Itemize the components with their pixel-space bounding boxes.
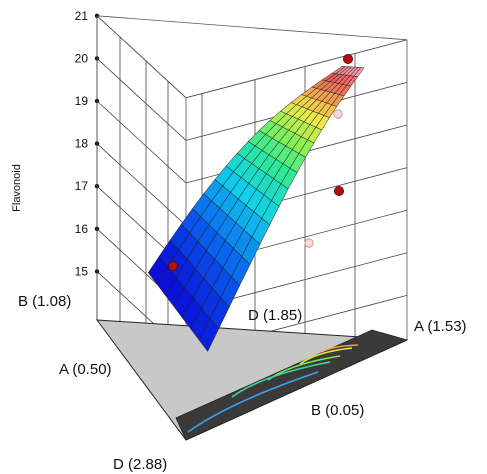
vertex-label-d-center: D (1.85) (248, 307, 302, 324)
z-tick-label: 21 (75, 9, 89, 23)
z-tick-label: 18 (75, 137, 89, 151)
feasible-region (175, 329, 409, 441)
vertex-label-a-left: A (0.50) (59, 361, 112, 378)
z-tick-label: 19 (75, 94, 89, 108)
response-surface (147, 66, 365, 352)
design-point-above (167, 260, 178, 271)
design-point-above (333, 185, 344, 196)
floor-contour-line (187, 371, 319, 433)
vertex-label-d-bottom: D (2.88) (113, 456, 167, 473)
z-axis-label: Flavonoid (11, 164, 23, 212)
vertex-label-b-top: B (1.08) (18, 293, 71, 310)
floor-contour-line (321, 344, 359, 353)
z-tick-label: 16 (75, 222, 89, 236)
design-point-below (304, 238, 314, 248)
grid-line-left (96, 58, 187, 141)
design-points (167, 54, 353, 271)
vertex-label-a-right: A (1.53) (414, 318, 467, 335)
floor-contour-plot (95, 319, 409, 441)
z-tick-label: 17 (75, 179, 89, 193)
wall-edge (96, 15, 408, 41)
grid-line-left (96, 100, 187, 184)
z-tick-label: 15 (75, 264, 89, 278)
z-tick-label: 20 (75, 51, 89, 65)
surface-facet (353, 67, 365, 77)
wall-edge (96, 15, 187, 99)
floor-contour-line (299, 347, 353, 365)
design-point-below (333, 109, 343, 119)
floor-contour-line (231, 361, 331, 398)
design-point-above (342, 54, 353, 65)
axis-labels: Flavonoid B (1.08) A (0.50) A (1.53) D (… (11, 164, 467, 473)
wall-edge (185, 39, 408, 99)
grid-line-left (96, 143, 187, 226)
vertex-label-b-front: B (0.05) (311, 402, 364, 419)
